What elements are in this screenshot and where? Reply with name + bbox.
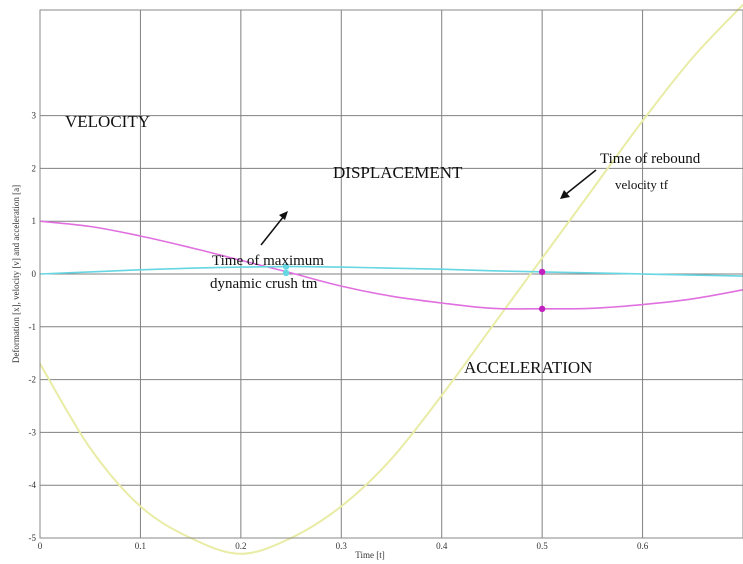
y-tick-label: -2 [29, 375, 37, 385]
y-tick-label: -4 [29, 480, 37, 490]
x-tick-label: 0.1 [135, 541, 146, 551]
tm-note-line1: Time of maximum [212, 253, 324, 269]
x-tick-label: 0.4 [436, 541, 448, 551]
plot-frame [39, 9, 743, 539]
markers-group [282, 263, 546, 313]
x-axis-title: Time [t] [355, 550, 384, 560]
acceleration-curve [39, 4, 743, 555]
marker-point [282, 269, 290, 277]
y-tick-label: 1 [32, 216, 37, 226]
tf-arrow [560, 169, 597, 199]
tf-note-line1: Time of rebound [600, 151, 701, 167]
y-tick-label: 0 [32, 269, 37, 279]
marker-point [538, 268, 546, 276]
y-tick-label: -5 [29, 533, 37, 543]
x-tick-label: 0.3 [336, 541, 348, 551]
velocity-label: VELOCITY [65, 112, 150, 131]
marker-point [538, 305, 546, 313]
x-tick-label: 0.6 [637, 541, 649, 551]
displacement-label: DISPLACEMENT [333, 163, 463, 182]
y-tick-label: -1 [29, 322, 37, 332]
tf-note-line2: velocity tf [615, 177, 669, 192]
x-tick-label: 0.2 [235, 541, 246, 551]
tick-labels: 0 0.1 0.2 0.3 0.4 0.5 0.6 -5 -4 -3 -2 -1 0 1 2 3 [29, 111, 649, 551]
marker-point [282, 263, 290, 270]
series-group [39, 4, 743, 555]
displacement-curve [39, 265, 743, 277]
x-tick-label: 0 [38, 541, 43, 551]
velocity-curve [39, 220, 743, 310]
y-tick-label: 2 [32, 163, 37, 173]
tm-arrow [260, 211, 288, 246]
y-tick-label: 3 [32, 111, 37, 121]
x-tick-label: 0.5 [537, 541, 549, 551]
y-axis-title: Deformation [x], velocity [v] and accele… [11, 185, 21, 363]
y-tick-label: -3 [29, 427, 37, 437]
acceleration-label: ACCELERATION [464, 358, 592, 377]
tm-note-line2: dynamic crush tm [210, 276, 318, 292]
